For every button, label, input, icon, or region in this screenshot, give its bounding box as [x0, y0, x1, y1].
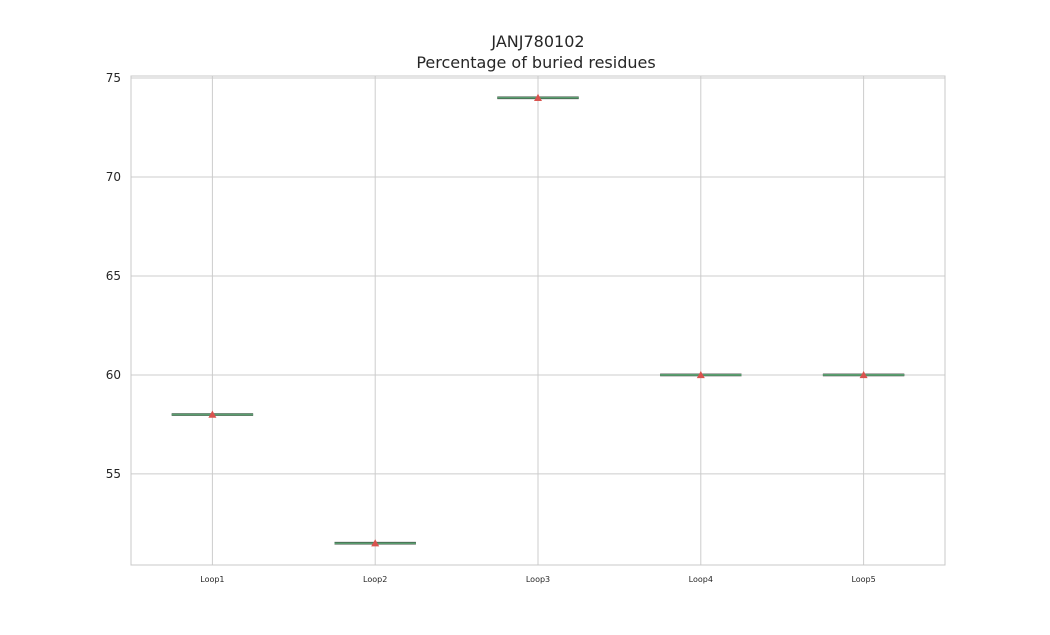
y-tick-label: 65 — [106, 269, 121, 283]
x-axis-ticks: Loop1 Loop2 Loop3 Loop4 Loop5 — [200, 575, 875, 584]
x-tick-label: Loop5 — [851, 575, 875, 584]
y-axis-ticks: 55 60 65 70 75 — [106, 71, 121, 481]
plot-frame — [130, 75, 946, 566]
mean-marker-loop3 — [534, 93, 542, 101]
y-tick-label: 55 — [106, 467, 121, 481]
chart-title-line2: Percentage of buried residues — [416, 53, 655, 72]
x-tick-label: Loop4 — [689, 575, 713, 584]
x-tick-label: Loop2 — [363, 575, 387, 584]
grid-lines — [131, 76, 945, 565]
mean-marker-loop2 — [371, 539, 380, 547]
chart-title-line1: JANJ780102 — [490, 32, 584, 51]
y-tick-label: 60 — [106, 368, 121, 382]
x-tick-label: Loop1 — [200, 575, 224, 584]
mean-marker-loop1 — [208, 410, 217, 418]
box-series — [171, 93, 905, 547]
mean-marker-loop4 — [696, 370, 705, 379]
y-tick-label: 70 — [106, 170, 121, 184]
y-tick-label: 75 — [106, 71, 121, 85]
x-tick-label: Loop3 — [526, 575, 550, 584]
mean-marker-loop5 — [859, 370, 868, 379]
